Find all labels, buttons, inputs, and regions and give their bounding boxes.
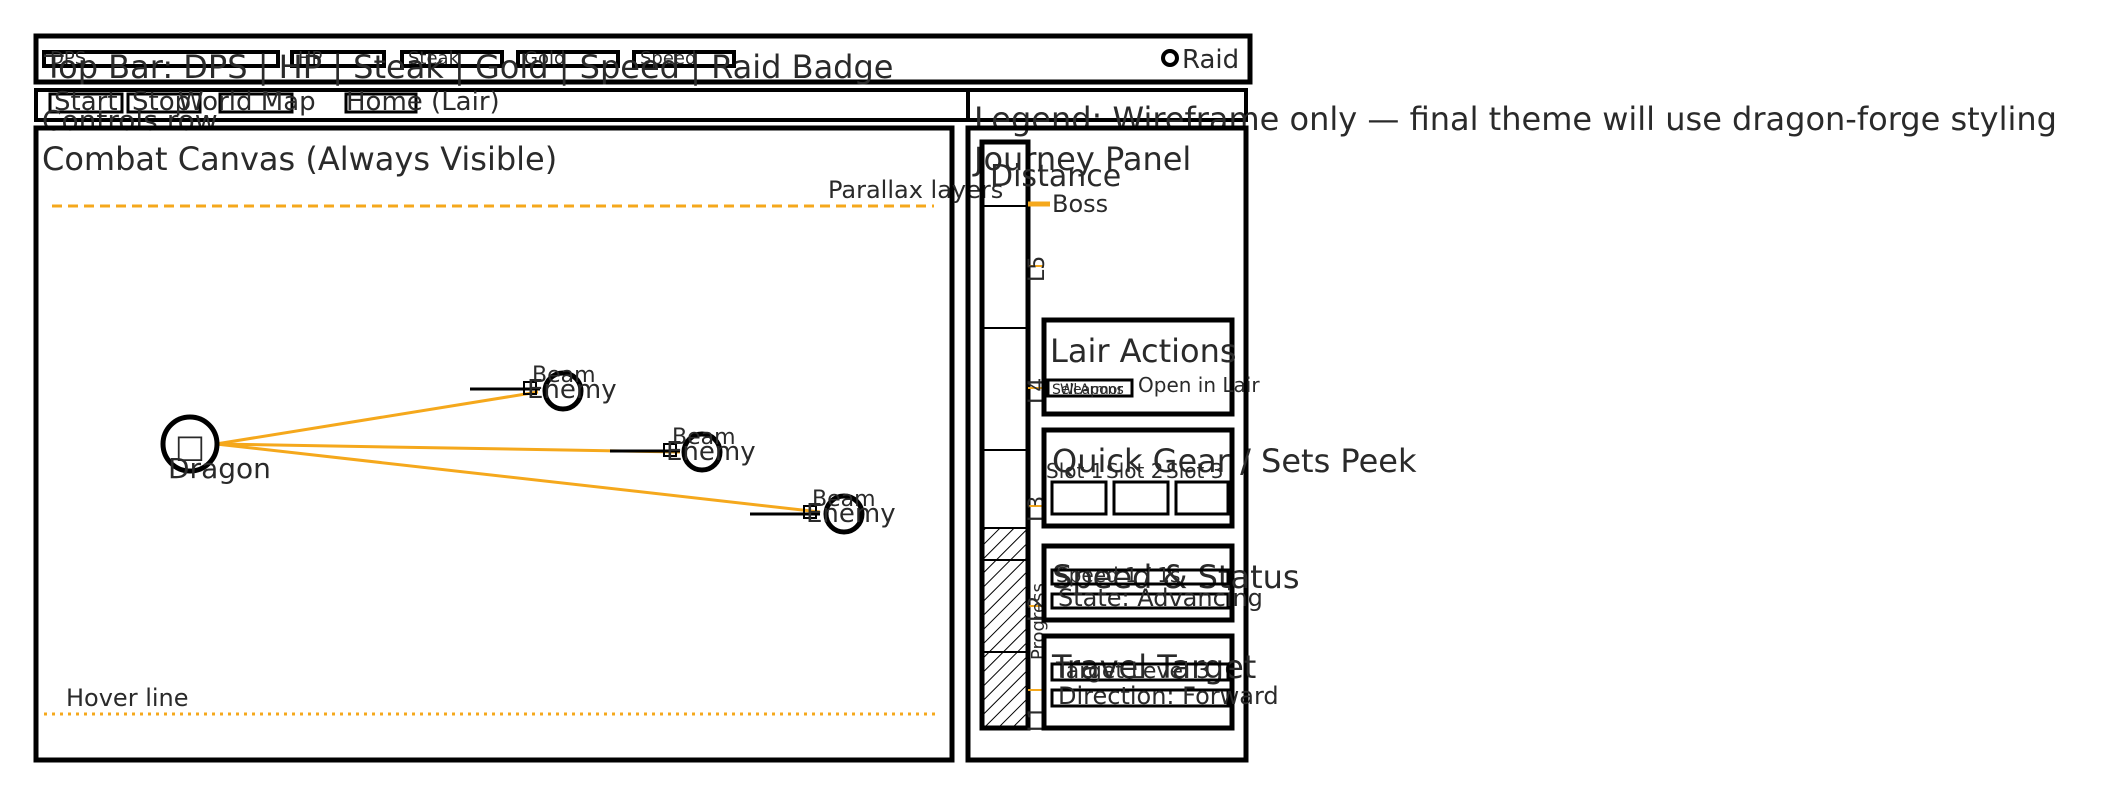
start-button[interactable]	[48, 92, 124, 114]
enemy-marker-icon	[803, 505, 817, 519]
speed-status-card: Speed & Status Speed 1 / 1s State: Advan…	[1041, 543, 1300, 623]
enemy-marker-icon	[523, 381, 537, 395]
home-lair-button-label: Home (Lair)	[346, 87, 500, 117]
lair-sell-label: Sell	[1052, 382, 1077, 398]
lair-actions-title: Lair Actions	[1050, 332, 1237, 370]
beam-line	[215, 442, 681, 454]
chip-label-steak: Steak	[408, 48, 460, 69]
beam-label: Beam	[672, 425, 736, 450]
top-bar-chip-hp[interactable]	[290, 50, 386, 68]
travel-target-card: Travel Target Target Level 3 Direction: …	[1041, 633, 1279, 731]
gear-slot-1[interactable]	[1050, 480, 1108, 516]
state-value: State: Advancing	[1058, 584, 1263, 612]
raid-badge-icon[interactable]	[1161, 49, 1179, 67]
combat-canvas-frame	[33, 125, 955, 763]
enemy-label: Enemy	[666, 437, 756, 467]
combat-canvas: Combat Canvas (Always Visible) Parallax …	[33, 125, 1003, 763]
legend-frame	[966, 88, 1248, 122]
legend-note: Legend: Wireframe only — final theme wil…	[974, 100, 2057, 138]
journey-panel-title: Journey Panel	[972, 140, 1191, 178]
dragon-icon: □	[175, 427, 205, 465]
quick-gear-card: Quick Gear / Sets Peek Slot 1 Slot 2 Slo…	[1041, 427, 1417, 529]
stop-button[interactable]	[126, 92, 202, 114]
enemy-icon[interactable]	[542, 370, 584, 412]
enemy-icon[interactable]	[681, 431, 723, 473]
distance-progress-fill	[984, 528, 1026, 726]
chip-label-speed: Speed	[640, 48, 696, 69]
travel-target-frame	[1041, 633, 1235, 731]
target-level-field[interactable]	[1050, 662, 1230, 682]
beam-label: Beam	[812, 487, 876, 512]
dragon-label: Dragon	[168, 452, 271, 485]
top-bar-chip-gold[interactable]	[516, 50, 620, 68]
combat-canvas-title: Combat Canvas (Always Visible)	[42, 140, 557, 178]
enemy-marker-icon	[663, 443, 677, 457]
enemy-label: Enemy	[527, 375, 617, 405]
enemy-unit[interactable]: Beam Enemy	[610, 425, 756, 473]
top-bar-chip-dps[interactable]	[42, 50, 280, 68]
hover-line-label: Hover line	[66, 684, 189, 712]
speed-value: Speed 1 / 1s	[1056, 563, 1180, 587]
direction-field[interactable]	[1050, 688, 1230, 708]
gear-slot-1-label: Slot 1	[1046, 459, 1103, 483]
gear-slot-2-label: Slot 2	[1106, 459, 1163, 483]
parallax-label: Parallax layers	[828, 176, 1003, 204]
gear-slot-3[interactable]	[1174, 480, 1230, 516]
home-lair-button[interactable]	[344, 92, 418, 114]
chip-label-dps: DPS	[50, 48, 86, 69]
dragon-avatar[interactable]	[160, 414, 220, 474]
controls-row: Start Stop World Map Home (Lair) Control…	[34, 87, 2057, 138]
stop-button-label: Stop	[132, 87, 191, 117]
quick-gear-frame	[1041, 427, 1235, 529]
boss-label: Boss	[1052, 190, 1108, 218]
world-map-button-label: World Map	[178, 87, 316, 117]
open-in-lair-link[interactable]: Open in Lair	[1138, 373, 1260, 397]
top-bar-frame	[33, 33, 1253, 85]
journey-panel: Journey Panel Distance Boss L5 L4 L3 L2 …	[965, 125, 1417, 763]
distance-track	[979, 139, 1031, 731]
world-map-button[interactable]	[218, 92, 294, 114]
top-bar-title: Top Bar: DPS | HP | Steak | Gold | Speed…	[43, 48, 893, 86]
enemy-unit[interactable]: Beam Enemy	[470, 363, 617, 412]
lair-armor-label[interactable]: Armor	[1080, 382, 1123, 398]
top-bar: DPS HP Steak Gold Speed Top Bar: DPS | H…	[33, 33, 1253, 86]
speed-field	[1050, 568, 1230, 586]
enemy-unit[interactable]: Beam Enemy	[750, 487, 896, 535]
gear-slot-2[interactable]	[1112, 480, 1170, 516]
target-level-value: Target Level 3	[1055, 659, 1210, 684]
controls-row-label: Controls row	[42, 104, 218, 137]
top-bar-chip-speed[interactable]	[632, 50, 736, 68]
lair-weapons-label[interactable]: Weapons	[1060, 382, 1124, 398]
chip-label-gold: Gold	[524, 48, 565, 69]
beam-line	[215, 442, 821, 514]
enemy-icon[interactable]	[823, 493, 865, 535]
journey-panel-frame	[965, 125, 1249, 763]
raid-badge-label: Raid	[1182, 45, 1239, 75]
speed-status-frame	[1041, 543, 1235, 623]
gear-slot-3-label: Slot 3	[1166, 459, 1223, 483]
direction-value: Direction: Forward	[1058, 682, 1279, 710]
enemy-label: Enemy	[806, 499, 896, 529]
top-bar-chip-steak[interactable]	[400, 50, 504, 68]
beam-line	[215, 390, 539, 446]
level-tick-label: L5	[1025, 256, 1050, 282]
lair-actions-frame	[1041, 317, 1235, 417]
start-button-label: Start	[54, 87, 118, 117]
state-field	[1050, 592, 1230, 610]
beam-label: Beam	[532, 363, 596, 388]
lair-sell-button[interactable]	[1046, 378, 1134, 398]
chip-label-hp: HP	[298, 48, 323, 69]
speed-status-title: Speed & Status	[1052, 558, 1300, 596]
quick-gear-title: Quick Gear / Sets Peek	[1052, 442, 1417, 480]
lair-actions-card: Lair Actions Sell Armor Weapons Open in …	[1041, 317, 1260, 417]
distance-title: Distance	[990, 159, 1121, 194]
